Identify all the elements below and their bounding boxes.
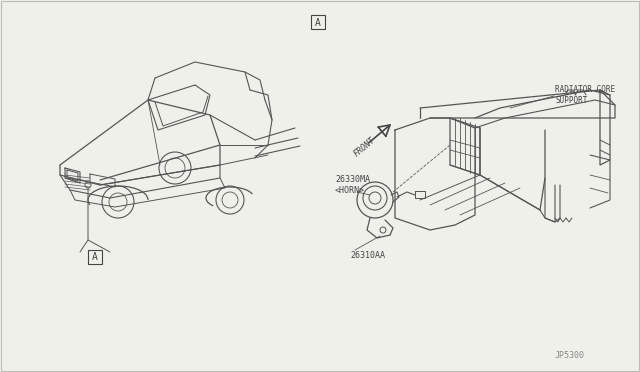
FancyBboxPatch shape (311, 15, 325, 29)
Text: JP5300: JP5300 (555, 351, 585, 360)
FancyBboxPatch shape (88, 250, 102, 264)
Text: A: A (315, 17, 321, 28)
Text: 26330MA
<HORN>: 26330MA <HORN> (335, 175, 370, 195)
Text: 26310AA: 26310AA (350, 250, 385, 260)
Text: RADIATOR CORE
SUPPORT: RADIATOR CORE SUPPORT (555, 85, 615, 105)
Text: A: A (92, 253, 98, 263)
Text: FRONT: FRONT (352, 135, 377, 158)
